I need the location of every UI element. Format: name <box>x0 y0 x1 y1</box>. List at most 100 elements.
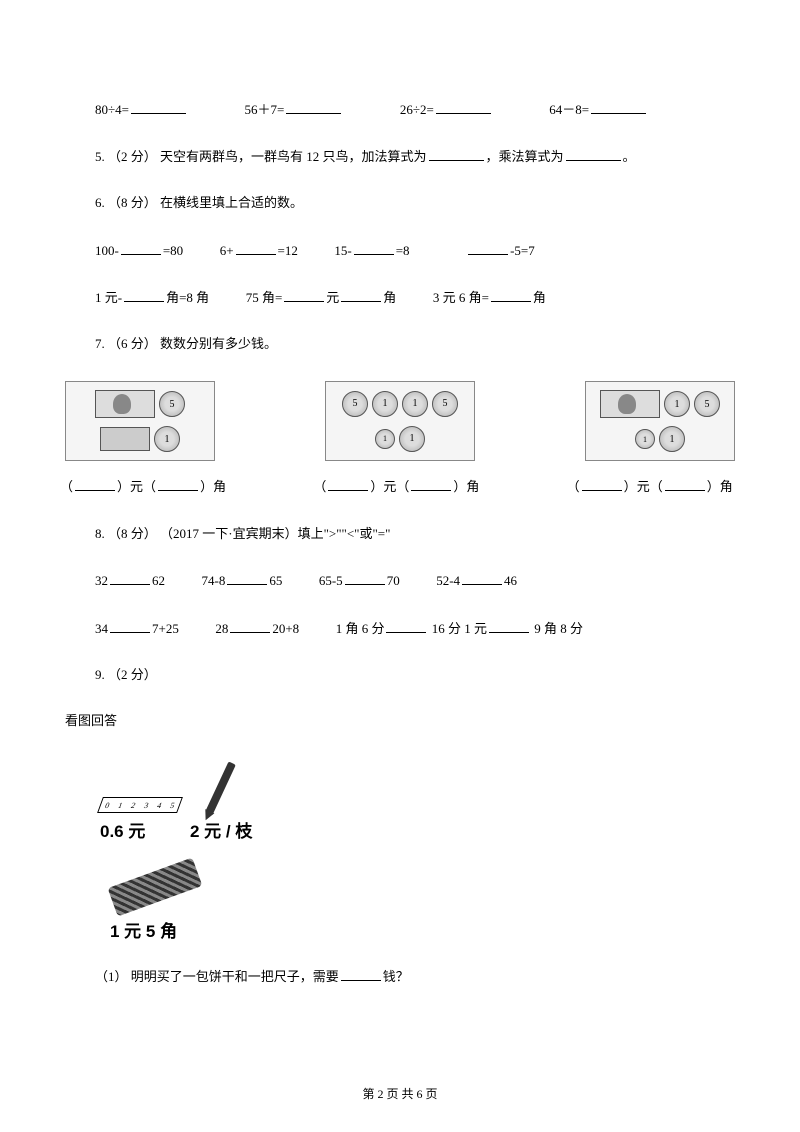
blank[interactable] <box>386 619 426 633</box>
money-labels: （）元（）角 （）元（）角 （）元（）角 <box>60 476 735 495</box>
ruler-icon: 0 1 2 3 4 5 <box>97 797 183 813</box>
q9-label: 9. （2 分） <box>95 666 735 684</box>
q5-text: 5. （2 分） 天空有两群鸟，一群鸟有 12 只鸟，加法算式为 <box>95 149 427 164</box>
expr-2: 56＋7= <box>244 102 284 117</box>
t: ） <box>707 479 720 494</box>
blank[interactable] <box>236 241 276 255</box>
t: （1） 明明买了一包饼干和一把尺子，需要 <box>95 969 339 984</box>
blank[interactable] <box>131 100 186 114</box>
q9-sub1: （1） 明明买了一包饼干和一把尺子，需要 钱？ <box>95 967 735 986</box>
t: 元 <box>326 290 339 305</box>
blank[interactable] <box>121 241 161 255</box>
t: 52-4 <box>436 573 460 588</box>
calc-row: 80÷4= 56＋7= 26÷2= 64－8= <box>95 100 735 119</box>
t: 1 角 6 分 <box>336 621 385 636</box>
banknote-icon <box>600 390 660 418</box>
money-figures: 5 1 5 1 1 5 1 1 1 5 1 1 <box>65 381 735 461</box>
coin-icon: 5 <box>342 391 368 417</box>
banknote-icon <box>95 390 155 418</box>
m: 3 <box>143 801 150 810</box>
q5-mid: ，乘法算式为 <box>486 149 564 164</box>
t: 6+ <box>220 243 234 258</box>
blank[interactable] <box>491 288 531 302</box>
blank[interactable] <box>284 288 324 302</box>
q8-row1: 3262 74-865 65-570 52-446 <box>95 571 735 590</box>
blank[interactable] <box>286 100 341 114</box>
blank[interactable] <box>341 967 381 981</box>
m: 5 <box>169 801 176 810</box>
q9-sub: 看图回答 <box>65 712 735 730</box>
t: 65 <box>269 573 282 588</box>
money-box-3: 1 5 1 1 <box>585 381 735 461</box>
t: 15- <box>334 243 351 258</box>
t: （ <box>313 479 326 494</box>
m: 2 <box>130 801 137 810</box>
m: 4 <box>156 801 163 810</box>
blank[interactable] <box>158 477 198 491</box>
blank[interactable] <box>591 100 646 114</box>
blank[interactable] <box>489 619 529 633</box>
coin-icon: 5 <box>432 391 458 417</box>
blank[interactable] <box>665 477 705 491</box>
q5-end: 。 <box>623 149 636 164</box>
t: 74-8 <box>202 573 226 588</box>
t: 34 <box>95 621 108 636</box>
t: =12 <box>278 243 298 258</box>
blank[interactable] <box>341 288 381 302</box>
blank[interactable] <box>582 477 622 491</box>
t: 角 <box>213 479 226 494</box>
t: ） <box>624 479 637 494</box>
money-label-3: （）元（）角 <box>567 476 735 495</box>
coin-icon: 1 <box>372 391 398 417</box>
cracker-price: 1 元 5 角 <box>110 917 735 942</box>
t: ） <box>370 479 383 494</box>
expr-3: 26÷2= <box>400 102 434 117</box>
blank[interactable] <box>411 477 451 491</box>
t: （ <box>60 479 73 494</box>
t: 角 <box>383 290 396 305</box>
t: 9 角 8 分 <box>534 621 583 636</box>
blank[interactable] <box>230 619 270 633</box>
blank[interactable] <box>110 571 150 585</box>
coin-icon: 5 <box>159 391 185 417</box>
pencil-icon <box>205 762 235 815</box>
t: 65-5 <box>319 573 343 588</box>
blank[interactable] <box>462 571 502 585</box>
t: 角 <box>466 479 479 494</box>
blank[interactable] <box>468 241 508 255</box>
blank[interactable] <box>354 241 394 255</box>
blank[interactable] <box>227 571 267 585</box>
t: 钱？ <box>383 969 409 984</box>
blank[interactable] <box>110 619 150 633</box>
blank[interactable] <box>429 147 484 161</box>
t: （ <box>396 479 409 494</box>
q7-label: 7. （6 分） 数数分别有多少钱。 <box>95 335 735 353</box>
t: 70 <box>387 573 400 588</box>
q9-figure: 0 1 2 3 4 5 0.6 元 2 元 / 枝 1 元 5 角 <box>100 758 735 942</box>
t: 元 <box>130 479 143 494</box>
expr-1: 80÷4= <box>95 102 129 117</box>
coin-icon: 1 <box>635 429 655 449</box>
cracker-group: 1 元 5 角 <box>110 872 735 942</box>
t: 20+8 <box>272 621 299 636</box>
blank[interactable] <box>75 477 115 491</box>
page-footer: 第 2 页 共 6 页 <box>0 1085 800 1102</box>
t: 元 <box>637 479 650 494</box>
blank[interactable] <box>566 147 621 161</box>
coin-icon: 1 <box>664 391 690 417</box>
q8-label: 8. （8 分） （2017 一下·宜宾期末）填上">""<"或"=" <box>95 525 735 543</box>
blank[interactable] <box>328 477 368 491</box>
t: 75 角= <box>246 290 283 305</box>
expr-4: 64－8= <box>549 102 589 117</box>
t: 角=8 角 <box>166 290 209 305</box>
blank[interactable] <box>345 571 385 585</box>
ruler-price: 0.6 元 <box>100 817 180 842</box>
banknote-icon <box>100 427 150 451</box>
t: 62 <box>152 573 165 588</box>
t: 3 元 6 角= <box>433 290 489 305</box>
blank[interactable] <box>436 100 491 114</box>
blank[interactable] <box>124 288 164 302</box>
m: 0 <box>104 801 111 810</box>
coin-icon: 1 <box>659 426 685 452</box>
money-box-1: 5 1 <box>65 381 215 461</box>
